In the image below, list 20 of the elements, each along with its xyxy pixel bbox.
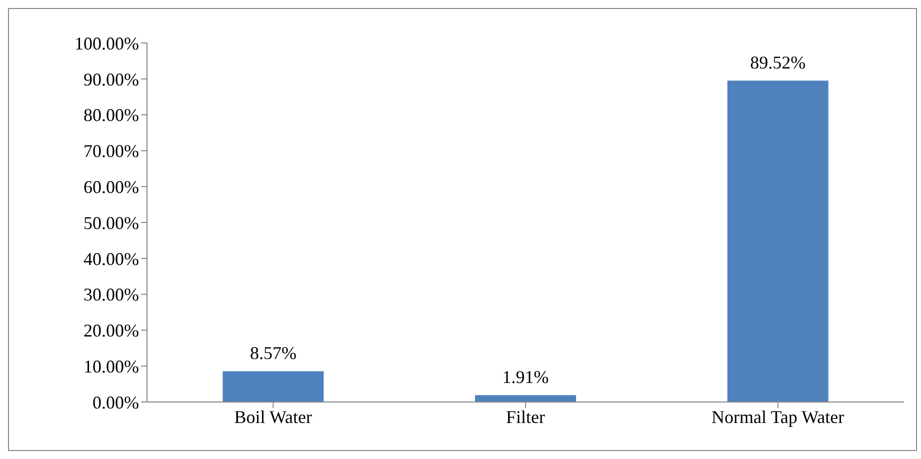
x-tick-label: Filter <box>506 406 546 427</box>
y-tick-label: 40.00% <box>84 248 139 269</box>
y-tick-label: 30.00% <box>84 284 139 305</box>
data-label: 1.91% <box>502 367 549 388</box>
y-tick-label: 90.00% <box>84 69 139 90</box>
data-label: 8.57% <box>250 343 296 364</box>
x-tick-label: Normal Tap Water <box>712 406 844 427</box>
data-label: 89.52% <box>750 52 806 73</box>
x-tick-label: Boil Water <box>234 406 312 427</box>
y-tick-label: 10.00% <box>84 356 139 376</box>
y-tick-label: 0.00% <box>92 392 139 412</box>
bar <box>222 371 324 402</box>
y-tick-label: 20.00% <box>84 320 139 341</box>
y-tick-label: 70.00% <box>84 141 139 162</box>
bar <box>727 80 828 402</box>
y-tick-label: 80.00% <box>84 105 139 126</box>
y-tick-label: 60.00% <box>84 176 139 197</box>
bar <box>475 395 576 402</box>
y-tick-label: 50.00% <box>84 212 139 233</box>
y-tick-label: 100.00% <box>74 33 139 54</box>
